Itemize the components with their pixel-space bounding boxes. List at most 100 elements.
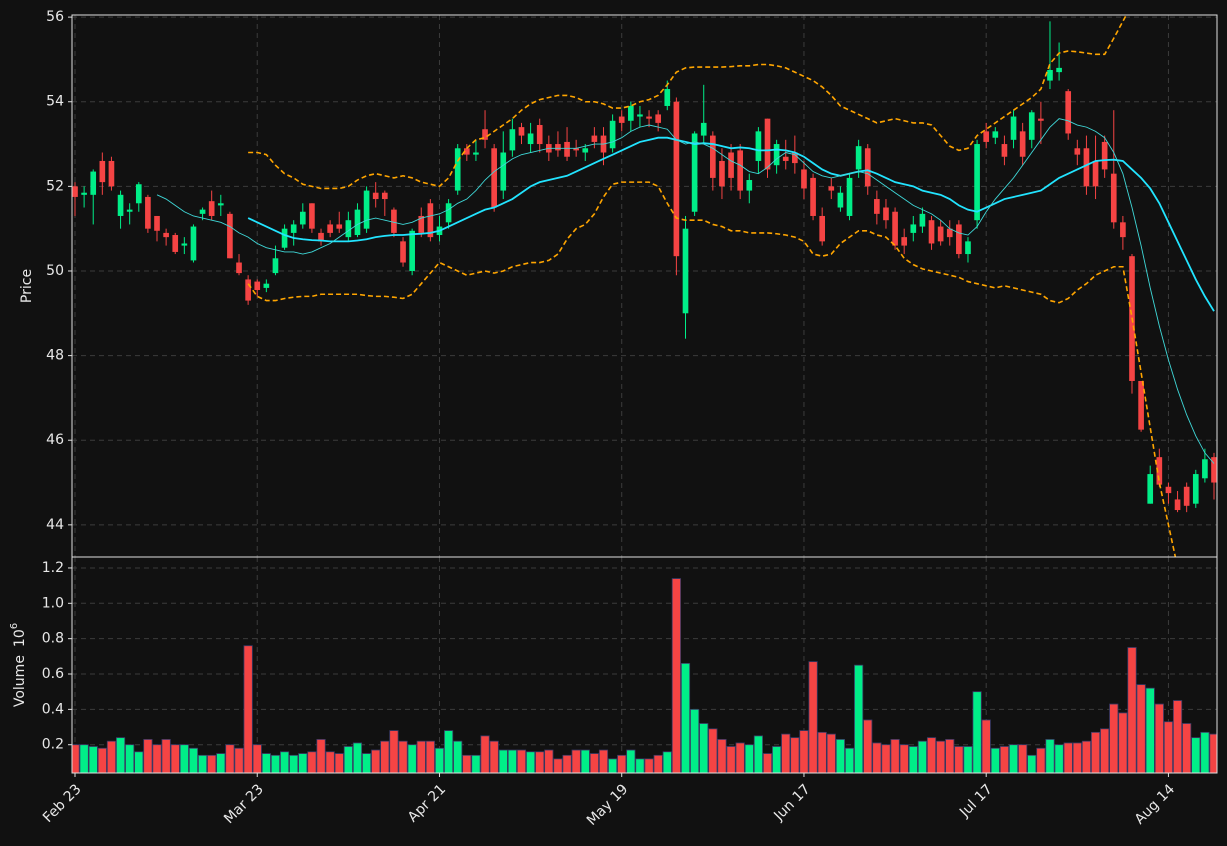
- candle-body: [482, 129, 488, 140]
- volume-bar: [444, 730, 454, 773]
- volume-bar: [653, 754, 663, 773]
- candle-body: [974, 144, 980, 221]
- y-tick-label: 48: [46, 348, 64, 364]
- volume-bar: [261, 753, 271, 773]
- candle-body: [309, 203, 315, 229]
- volume-bar: [854, 664, 864, 773]
- volume-unit-exponent: 6: [9, 623, 20, 629]
- volume-bar: [644, 758, 654, 773]
- candle-body: [1165, 486, 1172, 494]
- overlay-line: [247, 181, 1177, 557]
- volume-bar: [680, 663, 691, 773]
- volume-label: Volume: [12, 655, 28, 707]
- candle-body: [564, 141, 570, 157]
- volume-bar: [726, 746, 736, 773]
- candle-body: [801, 169, 807, 189]
- y-tick-label: 56: [46, 9, 64, 25]
- candle-body: [618, 116, 625, 123]
- volume-bar: [699, 723, 709, 773]
- volume-bar: [352, 742, 363, 773]
- volume-bar: [626, 749, 636, 773]
- volume-bar: [990, 747, 1000, 773]
- volume-bar: [152, 744, 162, 773]
- y-tick-label: 46: [46, 432, 64, 448]
- volume-bar: [1054, 744, 1064, 773]
- volume-bar: [617, 754, 627, 773]
- candle-body: [1110, 173, 1117, 223]
- volume-bar: [398, 740, 408, 773]
- candle-body: [400, 241, 406, 263]
- candle-body: [719, 160, 725, 187]
- volume-bar: [1100, 728, 1110, 773]
- volume-bar: [179, 744, 189, 773]
- volume-bar: [744, 744, 754, 773]
- candle-body: [272, 258, 279, 274]
- volume-bar: [881, 744, 891, 773]
- volume-bar: [844, 747, 855, 773]
- candle-body: [154, 215, 160, 231]
- candle-body: [473, 152, 479, 155]
- volume-bar: [298, 753, 308, 773]
- candle-body: [655, 114, 661, 123]
- candle-body: [208, 201, 215, 216]
- volume-bar: [1127, 647, 1137, 773]
- volume-bar: [608, 758, 618, 773]
- volume-bar: [753, 735, 763, 773]
- candle-body: [1001, 144, 1008, 157]
- candle-body: [1047, 70, 1053, 81]
- volume-bar: [79, 744, 89, 773]
- volume-bar: [225, 744, 235, 773]
- candle-body: [573, 148, 579, 151]
- candle-body: [746, 180, 753, 191]
- candle-body: [1147, 474, 1154, 504]
- candle-body: [782, 156, 789, 161]
- overlay-line: [247, 136, 1215, 312]
- candle-body: [646, 116, 652, 119]
- candle-body: [637, 114, 643, 117]
- volume-bar: [1118, 712, 1128, 773]
- candle-body: [837, 192, 844, 208]
- candle-body: [99, 160, 106, 183]
- candle-body: [983, 131, 990, 142]
- volume-frame: [71, 556, 1218, 774]
- volume-bar: [106, 740, 117, 773]
- candle-body: [381, 192, 388, 200]
- candle-body: [72, 186, 78, 197]
- candle-body: [956, 224, 962, 255]
- candle-body: [992, 131, 999, 138]
- candle-body: [299, 211, 306, 225]
- candle-body: [773, 144, 780, 166]
- candle-body: [1019, 131, 1026, 157]
- candle-body: [117, 194, 124, 216]
- y-tick-label: 0.8: [42, 631, 64, 647]
- volume-bar: [1136, 684, 1146, 773]
- candle-body: [345, 220, 352, 238]
- candle-body: [245, 279, 251, 301]
- candle-body: [555, 144, 561, 151]
- candle-body: [290, 224, 297, 233]
- candle-body: [181, 243, 188, 246]
- candle-body: [1192, 474, 1199, 504]
- volume-bar: [1045, 739, 1055, 773]
- candle-body: [737, 150, 744, 191]
- y-tick-label: 1.2: [42, 560, 64, 576]
- volume-bar: [526, 751, 536, 773]
- candle-body: [199, 209, 206, 214]
- candle-body: [391, 209, 397, 233]
- volume-bar: [471, 754, 481, 773]
- volume-bar: [544, 749, 554, 773]
- candle-body: [1211, 457, 1217, 483]
- volume-bar: [790, 737, 800, 773]
- volume-bar: [115, 737, 126, 773]
- candle-body: [1074, 148, 1081, 155]
- volume-bar: [462, 754, 472, 773]
- candle-body: [108, 160, 115, 187]
- volume-bar: [580, 749, 590, 773]
- volume-bar: [1027, 754, 1037, 773]
- volume-bar: [307, 751, 317, 773]
- volume-bar: [535, 751, 545, 773]
- volume-bar: [562, 754, 572, 773]
- candle-body: [1056, 67, 1062, 73]
- candle-body: [710, 135, 716, 178]
- candle-body: [810, 177, 816, 216]
